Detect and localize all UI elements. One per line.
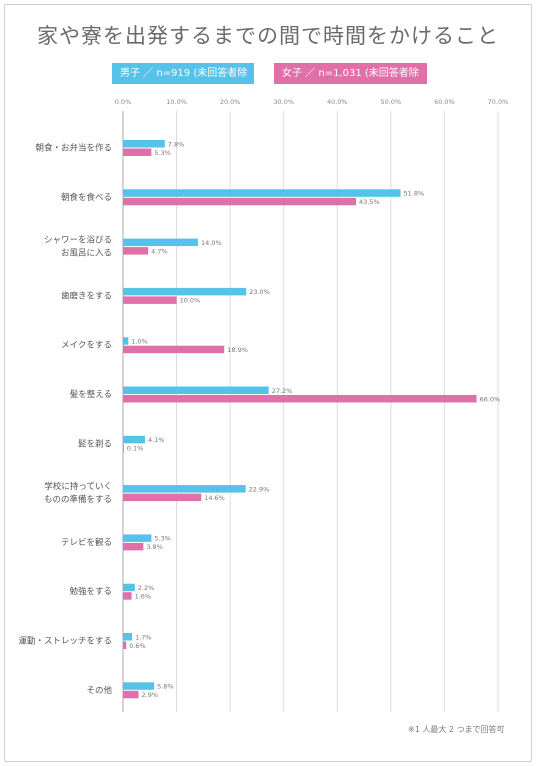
footnote: ※1 人最大 2 つまで回答可 xyxy=(408,725,505,734)
category-label: 朝食・お弁当を作る xyxy=(35,143,112,154)
x-tick-label: 50.0% xyxy=(381,98,402,106)
data-label-male: 14.0% xyxy=(201,239,222,247)
data-label-male: 5.8% xyxy=(157,683,174,691)
data-label-male: 1.0% xyxy=(131,337,148,345)
data-label-male: 4.1% xyxy=(148,436,165,444)
bar-male xyxy=(123,633,133,641)
x-tick-label: 70.0% xyxy=(488,98,509,106)
bar-male xyxy=(123,287,247,296)
category-label: 歯磨きをする xyxy=(61,290,112,301)
data-label-male: 51.8% xyxy=(404,190,425,198)
category-label: 髪を整える xyxy=(70,389,112,400)
category-label: お風呂に入る xyxy=(61,249,112,259)
bar-female xyxy=(123,197,357,206)
legend-female: 女子 ／ n=1,031 (未回答者除く) xyxy=(274,63,427,100)
category-label: その他 xyxy=(86,685,112,696)
x-tick-label: 0.0% xyxy=(115,98,132,106)
data-label-female: 5.3% xyxy=(154,149,171,157)
bar-female xyxy=(123,247,149,255)
bar-male xyxy=(123,583,135,592)
category-label: 朝食を食べる xyxy=(61,192,112,203)
bar-male xyxy=(123,189,401,197)
x-tick-label: 20.0% xyxy=(220,98,241,106)
bar-male xyxy=(123,386,269,394)
category-label: ものの準備をする xyxy=(44,494,112,505)
data-label-female: 0.1% xyxy=(127,445,144,453)
data-label-female: 43.5% xyxy=(359,198,380,206)
bar-female xyxy=(123,296,177,304)
bar-male xyxy=(123,534,152,542)
bar-male xyxy=(123,435,145,444)
bar-male xyxy=(123,682,155,690)
bar-female xyxy=(123,592,132,600)
bar-female xyxy=(123,493,202,502)
category-label: 勉強をする xyxy=(69,586,112,597)
data-label-male: 5.3% xyxy=(154,535,171,543)
bar-female xyxy=(123,641,127,649)
bar-female xyxy=(123,345,225,354)
data-label-female: 10.0% xyxy=(180,297,201,305)
bar-male xyxy=(123,337,129,345)
chart-title: 家や寮を出発するまでの間で時間をかけること xyxy=(37,24,499,48)
bar-female xyxy=(123,542,144,551)
bar-male xyxy=(123,238,198,247)
category-label: 学校に持っていく xyxy=(44,481,112,492)
data-label-male: 22.9% xyxy=(249,485,270,493)
data-label-female: 18.9% xyxy=(227,346,248,354)
x-tick-label: 40.0% xyxy=(327,98,348,106)
category-label: メイクをする xyxy=(61,341,112,351)
data-label-male: 2.2% xyxy=(138,584,155,592)
x-tick-label: 10.0% xyxy=(166,98,187,106)
bar-male xyxy=(123,140,165,148)
category-label: 運動・ストレッチをする xyxy=(18,636,112,647)
bar-male xyxy=(123,485,246,493)
bar-female xyxy=(123,444,124,452)
data-label-male: 27.2% xyxy=(272,387,293,395)
data-label-female: 4.7% xyxy=(151,247,168,255)
data-label-female: 0.6% xyxy=(129,642,146,650)
data-label-male: 1.7% xyxy=(135,633,152,641)
category-label: 髭を剃る xyxy=(78,438,112,449)
x-tick-label: 30.0% xyxy=(273,98,294,106)
data-label-female: 66.0% xyxy=(480,395,501,403)
x-tick-label: 60.0% xyxy=(434,98,455,106)
bar-female xyxy=(123,690,139,699)
legend-male: 男子 ／ n=919 (未回答者除く) xyxy=(112,63,254,100)
category-label: テレビを観る xyxy=(61,537,112,548)
data-label-female: 2.9% xyxy=(142,691,159,699)
data-label-female: 1.6% xyxy=(135,592,152,600)
data-label-female: 14.6% xyxy=(204,494,225,502)
bar-female xyxy=(123,395,477,403)
data-label-male: 23.0% xyxy=(249,288,270,296)
data-label-female: 3.8% xyxy=(146,543,163,551)
category-label: シャワーを浴びる xyxy=(44,235,112,246)
bar-female xyxy=(123,148,152,156)
data-label-male: 7.8% xyxy=(168,140,185,148)
